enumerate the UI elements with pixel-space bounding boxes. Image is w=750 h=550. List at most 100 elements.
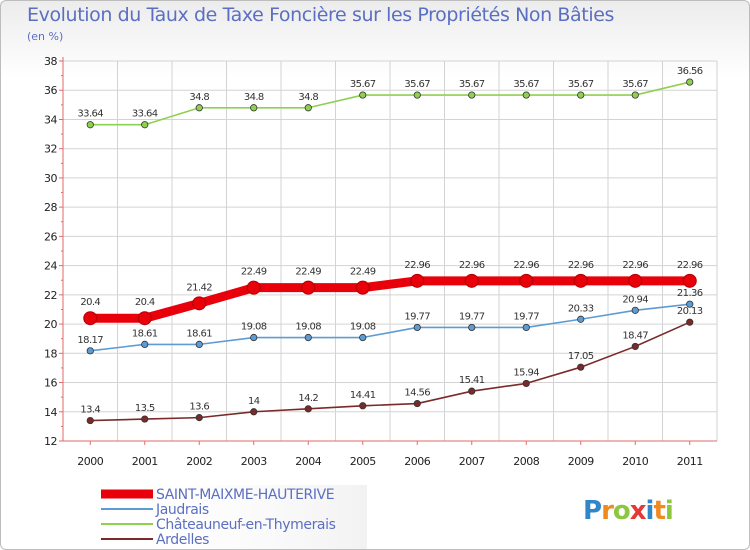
y-axis-unit: (en %) [27, 30, 64, 43]
data-label: 22.96 [513, 260, 539, 271]
y-tick-label: 16 [44, 377, 57, 390]
data-label: 14.56 [404, 388, 430, 399]
brand-logo-text: Proxiti [583, 496, 673, 526]
x-tick-label: 2006 [404, 455, 430, 468]
y-tick-label: 30 [44, 172, 57, 185]
data-label: 15.94 [513, 367, 539, 378]
series-point [250, 104, 258, 112]
series-point [86, 121, 94, 129]
data-label: 19.08 [241, 322, 267, 333]
series-line [89, 303, 691, 352]
data-label: 21.42 [186, 282, 212, 293]
x-tick-label: 2000 [77, 455, 103, 468]
data-label: 22.96 [622, 260, 648, 271]
series-point [250, 408, 258, 416]
series-point [137, 311, 152, 326]
series-point [192, 296, 207, 311]
series-point [468, 387, 476, 395]
series-point [359, 402, 367, 410]
data-label: 34.8 [189, 92, 209, 103]
series-point [413, 91, 421, 99]
series-point [628, 273, 643, 288]
series-point [577, 315, 585, 323]
data-label: 19.77 [513, 311, 539, 322]
y-tick-label: 14 [44, 406, 57, 419]
series-point [413, 399, 421, 408]
x-tick-label: 2004 [295, 455, 321, 468]
y-tick-label: 24 [44, 260, 57, 273]
legend-label: Ardelles [156, 532, 209, 548]
data-label: 20.33 [568, 303, 594, 314]
data-label: 18.17 [77, 335, 103, 346]
data-label: 35.67 [350, 79, 376, 90]
y-tick-label: 12 [44, 435, 57, 448]
series-point [573, 273, 588, 288]
data-label: 22.96 [404, 260, 430, 271]
series-point [195, 104, 203, 112]
series-point [522, 323, 530, 332]
series-point [413, 323, 421, 332]
series-point [141, 415, 149, 423]
axes: 12 14 16 18 20 22 24 26 28 30 32 34 36 38 2000 2001 2002… [44, 55, 717, 468]
series-point [141, 340, 149, 348]
chart-title: Evolution du Taux de Taxe Foncière sur l… [27, 4, 615, 26]
data-label: 19.77 [459, 311, 485, 322]
data-label: 35.67 [622, 79, 648, 90]
data-label: 33.64 [77, 109, 103, 120]
series-point [686, 78, 694, 86]
data-label: 17.05 [568, 351, 594, 362]
data-label: 22.49 [350, 267, 376, 278]
series-point [301, 280, 316, 295]
series-point [631, 306, 639, 314]
series-point [359, 333, 367, 342]
series-point [83, 311, 98, 326]
series-point [468, 91, 476, 99]
data-label: 22.96 [568, 260, 594, 271]
data-labels: 33.64 33.64 34.8 34.8 34.8 35.67 35.67 35.67 35.… [77, 66, 703, 415]
x-tick-label: 2010 [622, 455, 648, 468]
data-label: 18.47 [622, 330, 648, 341]
series-point [686, 300, 694, 308]
series-point [246, 280, 261, 295]
data-label: 22.49 [241, 267, 267, 278]
series-point [631, 342, 639, 351]
data-label: 34.8 [298, 92, 318, 103]
series-point [355, 280, 370, 295]
y-tick-label: 36 [44, 84, 57, 97]
series-line [89, 321, 691, 422]
series-point [410, 273, 425, 288]
x-tick-label: 2008 [513, 455, 539, 468]
y-tick-label: 26 [44, 230, 57, 243]
series-line [89, 81, 691, 126]
y-tick-label: 32 [44, 143, 57, 156]
legend-label: Jaudrais [155, 502, 209, 518]
x-tick-label: 2002 [186, 455, 212, 468]
y-tick-label: 28 [44, 201, 57, 214]
data-label: 18.61 [186, 328, 212, 339]
data-label: 35.67 [513, 79, 539, 90]
y-tick-label: 22 [44, 289, 57, 302]
x-tick-label: 2009 [568, 455, 594, 468]
series-point [686, 318, 694, 326]
data-label: 14.41 [350, 390, 376, 401]
data-label: 20.13 [677, 306, 703, 317]
data-label: 20.4 [135, 297, 155, 308]
data-label: 34.8 [244, 92, 264, 103]
series-point [195, 340, 203, 348]
data-label: 35.67 [459, 79, 485, 90]
data-label: 33.64 [132, 109, 158, 120]
series [83, 78, 697, 425]
series-point [522, 379, 530, 388]
y-tick-label: 34 [44, 113, 57, 126]
y-tick-label: 38 [44, 55, 57, 68]
series-point [86, 347, 94, 355]
data-label: 21.36 [677, 288, 703, 299]
data-label: 35.67 [568, 79, 594, 90]
x-tick-label: 2011 [677, 455, 703, 468]
data-label: 14 [248, 396, 260, 407]
x-tick-label: 2001 [132, 455, 158, 468]
data-label: 22.49 [295, 267, 321, 278]
data-label: 19.77 [404, 311, 430, 322]
